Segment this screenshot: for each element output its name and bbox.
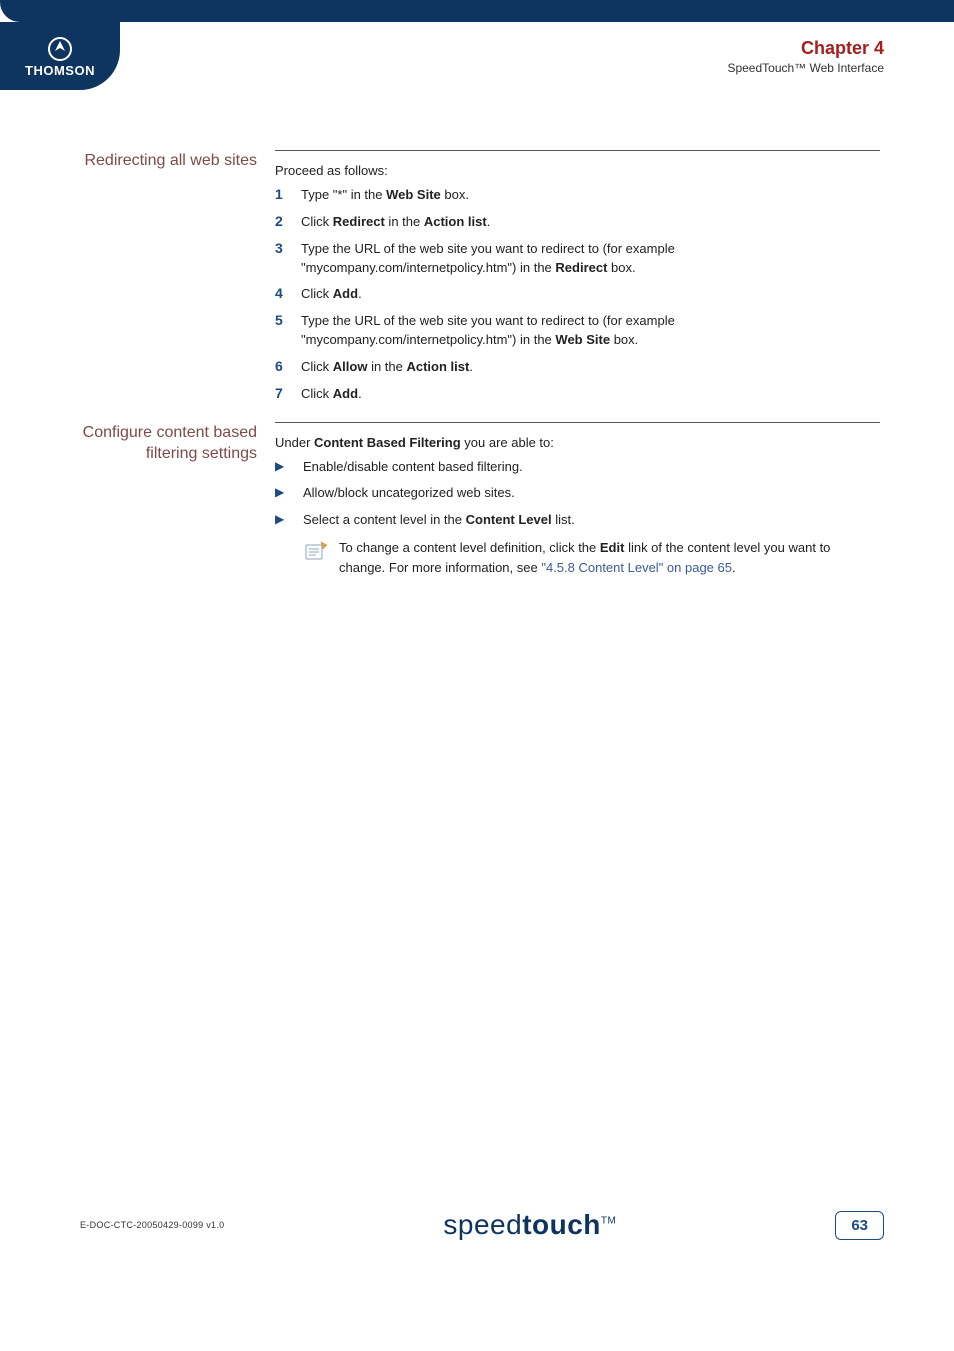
thomson-logo: THOMSON xyxy=(0,22,120,90)
step-item: 6 Click Allow in the Action list. xyxy=(275,358,880,377)
bullet-item: ▶ Enable/disable content based filtering… xyxy=(275,458,880,477)
step-text: Click Add. xyxy=(301,385,880,404)
cross-ref-link[interactable]: "4.5.8 Content Level" on page 65 xyxy=(541,560,732,575)
speedtouch-logo: speedtouchTM xyxy=(443,1209,616,1241)
step-text: Type the URL of the web site you want to… xyxy=(301,240,880,278)
step-text: Type the URL of the web site you want to… xyxy=(301,312,880,350)
page-number: 63 xyxy=(835,1211,884,1240)
step-item: 3 Type the URL of the web site you want … xyxy=(275,240,880,278)
thomson-logo-text: THOMSON xyxy=(25,63,95,78)
bullet-text: Allow/block uncategorized web sites. xyxy=(303,484,880,503)
note-icon xyxy=(303,538,339,565)
step-item: 7 Click Add. xyxy=(275,385,880,404)
bullet-arrow-icon: ▶ xyxy=(275,484,303,499)
bullet-item: ▶ Select a content level in the Content … xyxy=(275,511,880,530)
step-text: Click Add. xyxy=(301,285,880,304)
step-item: 5 Type the URL of the web site you want … xyxy=(275,312,880,350)
section-configure-filtering: Configure content based filtering settin… xyxy=(80,422,880,578)
note-text: To change a content level definition, cl… xyxy=(339,538,880,577)
step-item: 4 Click Add. xyxy=(275,285,880,304)
side-label-configure: Configure content based filtering settin… xyxy=(80,422,275,578)
step-number: 5 xyxy=(275,312,301,328)
intro-text: Under Content Based Filtering you are ab… xyxy=(275,435,880,450)
step-text: Click Redirect in the Action list. xyxy=(301,213,880,232)
thomson-mark-icon xyxy=(48,37,72,61)
chapter-title: Chapter 4 xyxy=(727,38,884,59)
page-footer: E-DOC-CTC-20050429-0099 v1.0 speedtouchT… xyxy=(0,1209,954,1241)
section-body-configure: Under Content Based Filtering you are ab… xyxy=(275,422,880,578)
note-row: To change a content level definition, cl… xyxy=(303,538,880,577)
header-bar xyxy=(0,0,954,22)
chapter-header: Chapter 4 SpeedTouch™ Web Interface xyxy=(727,38,884,75)
step-text: Click Allow in the Action list. xyxy=(301,358,880,377)
step-item: 1 Type "*" in the Web Site box. xyxy=(275,186,880,205)
bullet-text: Enable/disable content based filtering. xyxy=(303,458,880,477)
chapter-subtitle: SpeedTouch™ Web Interface xyxy=(727,61,884,75)
numbered-steps: 1 Type "*" in the Web Site box. 2 Click … xyxy=(275,186,880,404)
bullet-arrow-icon: ▶ xyxy=(275,511,303,526)
bullet-text: Select a content level in the Content Le… xyxy=(303,511,880,530)
intro-text: Proceed as follows: xyxy=(275,163,880,178)
step-number: 4 xyxy=(275,285,301,301)
step-number: 3 xyxy=(275,240,301,256)
section-rule xyxy=(275,150,880,151)
side-label-redirecting: Redirecting all web sites xyxy=(80,150,275,412)
section-rule xyxy=(275,422,880,423)
step-number: 2 xyxy=(275,213,301,229)
bullet-list: ▶ Enable/disable content based filtering… xyxy=(275,458,880,531)
page-content: Redirecting all web sites Proceed as fol… xyxy=(80,150,880,587)
step-number: 7 xyxy=(275,385,301,401)
bullet-arrow-icon: ▶ xyxy=(275,458,303,473)
step-number: 6 xyxy=(275,358,301,374)
doc-id: E-DOC-CTC-20050429-0099 v1.0 xyxy=(80,1220,224,1230)
section-body-redirecting: Proceed as follows: 1 Type "*" in the We… xyxy=(275,150,880,412)
section-redirecting: Redirecting all web sites Proceed as fol… xyxy=(80,150,880,412)
step-number: 1 xyxy=(275,186,301,202)
step-item: 2 Click Redirect in the Action list. xyxy=(275,213,880,232)
bullet-item: ▶ Allow/block uncategorized web sites. xyxy=(275,484,880,503)
step-text: Type "*" in the Web Site box. xyxy=(301,186,880,205)
